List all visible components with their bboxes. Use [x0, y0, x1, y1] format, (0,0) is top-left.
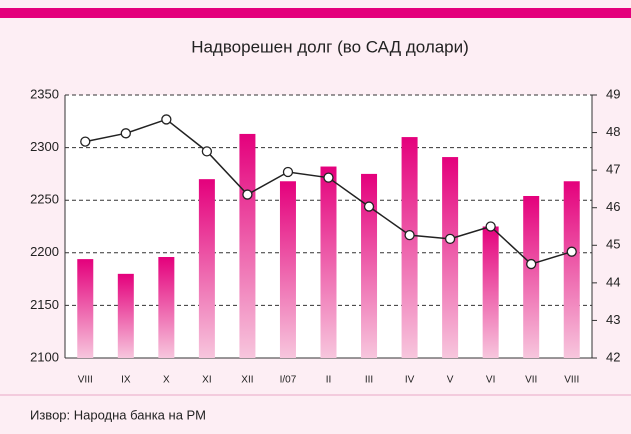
source: Извор: Народна банка на РМ: [30, 407, 206, 422]
y2-tick-label: 48: [606, 124, 620, 139]
line-point: [485, 221, 496, 232]
line-point: [161, 114, 172, 125]
bar: [401, 137, 418, 358]
x-tick-label: III: [365, 375, 373, 386]
x-tick-label: I/07: [280, 375, 297, 386]
x-tick-label: XI: [202, 375, 211, 386]
bar: [320, 166, 337, 358]
line-point: [242, 189, 253, 200]
bar: [239, 133, 256, 358]
y2-tick-label: 47: [606, 162, 620, 177]
line-point: [404, 229, 415, 241]
line-point: [566, 246, 577, 257]
bar: [117, 273, 134, 358]
line-point: [201, 146, 213, 157]
line-point: [444, 233, 456, 245]
line-point: [120, 128, 131, 139]
bar: [198, 179, 215, 358]
y2-tick-label: 44: [606, 274, 620, 289]
x-tick-label: V: [447, 375, 454, 386]
x-tick-label: II: [326, 375, 332, 386]
bar: [279, 181, 296, 358]
chart-title: Надворешен долг (во САД долари): [191, 37, 469, 56]
bar: [482, 226, 499, 358]
bar: [361, 173, 378, 358]
line-point: [526, 258, 537, 270]
bar: [523, 195, 540, 358]
bar: [158, 257, 175, 358]
bar: [442, 157, 459, 358]
x-tick-label: VII: [525, 375, 537, 386]
x-tick-label: IX: [121, 375, 131, 386]
x-tick-label: IV: [405, 375, 415, 386]
top-band: [0, 8, 631, 18]
line-point: [363, 201, 375, 212]
y-tick-label: 2350: [30, 86, 59, 101]
bar: [563, 181, 580, 358]
line-point: [323, 172, 334, 183]
x-tick-label: VIII: [78, 375, 93, 386]
y-tick-label: 2150: [30, 297, 59, 312]
x-tick-label: VIII: [564, 375, 579, 386]
y2-tick-label: 46: [606, 199, 620, 214]
y-tick-label: 2300: [30, 139, 59, 154]
y2-tick-label: 45: [606, 237, 620, 252]
y-tick-label: 2250: [30, 192, 59, 207]
x-tick-label: XII: [241, 375, 253, 386]
bar: [77, 259, 94, 358]
x-tick-label: X: [163, 375, 170, 386]
y-tick-label: 2200: [30, 244, 59, 259]
y2-tick-label: 42: [606, 349, 620, 364]
y-tick-label: 2100: [30, 349, 59, 364]
y2-tick-label: 49: [606, 86, 620, 101]
y2-tick-label: 43: [606, 312, 620, 327]
line-point: [282, 166, 294, 178]
line-point: [80, 136, 91, 147]
x-tick-label: VI: [486, 375, 495, 386]
